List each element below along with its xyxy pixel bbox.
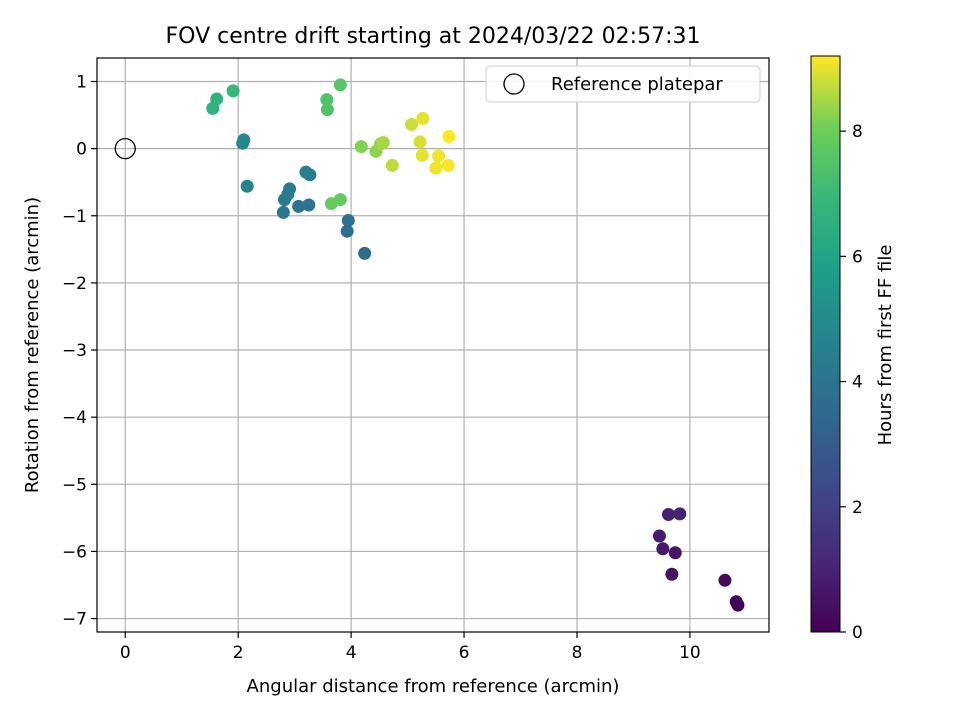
scatter-point bbox=[405, 117, 419, 131]
colorbar: 0 2 4 6 8 Hours from first FF file bbox=[810, 55, 896, 643]
scatter-point bbox=[240, 179, 254, 193]
scatter-point bbox=[385, 158, 399, 172]
scatter-point bbox=[429, 161, 443, 175]
scatter-point bbox=[413, 135, 427, 149]
scatter-point bbox=[276, 205, 290, 219]
scatter-point bbox=[673, 507, 687, 521]
legend-label: Reference platepar bbox=[551, 74, 723, 95]
x-axis-label: Angular distance from reference (arcmin) bbox=[247, 676, 620, 697]
x-tick-label: 4 bbox=[346, 643, 357, 663]
scatter-point bbox=[416, 111, 430, 125]
scatter-point bbox=[376, 136, 390, 150]
scatter-point bbox=[729, 595, 743, 609]
y-tick-label: −2 bbox=[62, 274, 87, 294]
scatter-point bbox=[668, 546, 682, 560]
reference-marker bbox=[114, 137, 136, 160]
scatter-point bbox=[283, 182, 297, 196]
colorbar-tick-label: 8 bbox=[852, 122, 863, 142]
y-tick-label: −3 bbox=[62, 341, 87, 361]
x-tick-label: 10 bbox=[679, 643, 701, 663]
scatter-point bbox=[415, 148, 429, 162]
x-tick-label: 2 bbox=[233, 643, 244, 663]
scatter-point bbox=[320, 103, 334, 117]
colorbar-label: Hours from first FF file bbox=[875, 245, 896, 446]
y-tick-label: −5 bbox=[62, 475, 87, 495]
chart-title: FOV centre drift starting at 2024/03/22 … bbox=[166, 24, 701, 49]
y-tick-label: −1 bbox=[62, 207, 87, 227]
colorbar-tick-label: 0 bbox=[852, 623, 863, 643]
scatter-point bbox=[718, 573, 732, 587]
colorbar-gradient bbox=[810, 55, 841, 633]
scatter-point bbox=[442, 130, 456, 144]
scatter-point bbox=[324, 197, 338, 211]
data-points bbox=[206, 78, 745, 612]
colorbar-tick-label: 6 bbox=[852, 247, 863, 267]
scatter-point bbox=[341, 213, 355, 227]
x-tick-label: 8 bbox=[572, 643, 583, 663]
scatter-point bbox=[292, 199, 306, 213]
scatter-point bbox=[237, 133, 251, 147]
y-axis-label: Rotation from reference (arcmin) bbox=[22, 197, 43, 493]
y-axis-ticks: 1 0 −1 −2 −3 −4 −5 −6 −7 bbox=[62, 72, 97, 630]
y-tick-label: −6 bbox=[62, 542, 87, 562]
legend-box bbox=[485, 65, 761, 103]
colorbar-tick-label: 2 bbox=[852, 498, 863, 518]
legend-marker-open-circle-icon bbox=[503, 73, 525, 95]
scatter-point bbox=[652, 529, 666, 543]
scatter-point bbox=[340, 224, 354, 238]
scatter-point bbox=[302, 198, 316, 212]
scatter-point bbox=[354, 140, 368, 154]
scatter-point bbox=[441, 158, 455, 172]
x-tick-label: 0 bbox=[120, 643, 131, 663]
x-axis-ticks: 0 2 4 6 8 10 bbox=[120, 632, 701, 663]
y-tick-label: −7 bbox=[62, 610, 87, 630]
scatter-point bbox=[333, 78, 347, 92]
colorbar-tick-label: 4 bbox=[852, 373, 863, 393]
scatter-point bbox=[226, 84, 240, 98]
colorbar-ticks: 0 2 4 6 8 bbox=[840, 122, 863, 643]
legend: Reference platepar bbox=[485, 65, 761, 103]
scatter-point bbox=[358, 246, 372, 260]
scatter-point bbox=[210, 92, 224, 106]
scatter-point bbox=[661, 508, 675, 522]
scatter-point bbox=[320, 93, 334, 107]
y-tick-label: 0 bbox=[76, 140, 87, 160]
scatter-point bbox=[656, 542, 670, 556]
x-tick-label: 6 bbox=[459, 643, 470, 663]
scatter-point bbox=[432, 149, 446, 163]
plot-frame bbox=[96, 57, 770, 633]
y-tick-label: 1 bbox=[76, 72, 87, 92]
reference-platepar-point bbox=[114, 137, 136, 160]
scatter-point bbox=[299, 165, 313, 179]
y-tick-label: −4 bbox=[62, 408, 87, 428]
scatter-point bbox=[665, 567, 679, 581]
